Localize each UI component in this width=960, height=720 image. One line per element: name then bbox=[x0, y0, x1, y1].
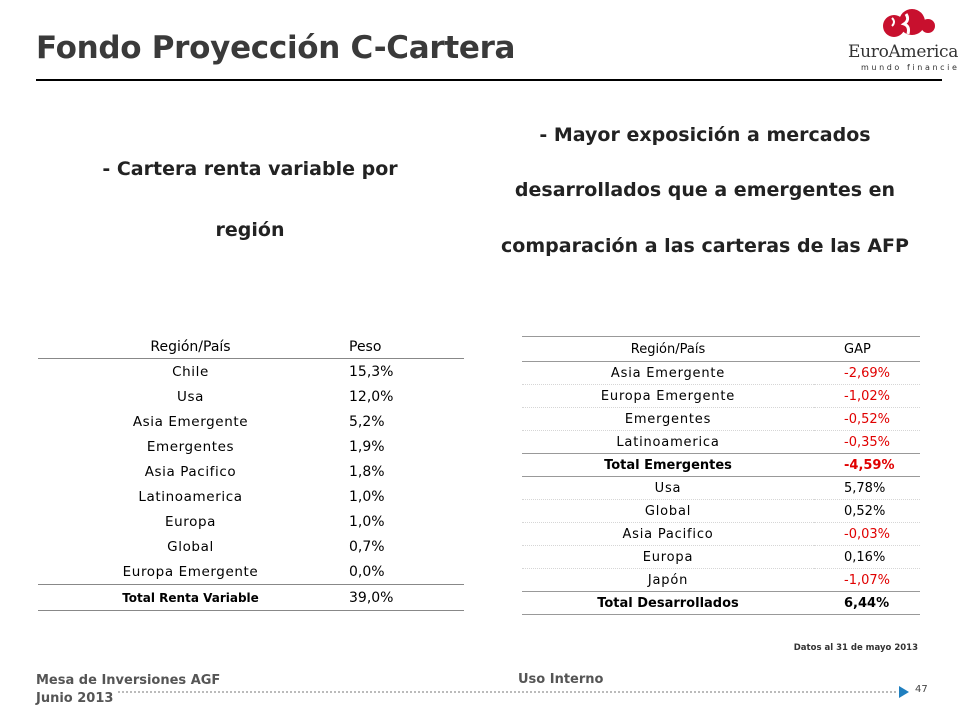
table-header-row: Región/País Peso bbox=[38, 336, 464, 359]
region-cell: Usa bbox=[177, 388, 204, 405]
table-row: Europa Emergente -1,02% bbox=[522, 384, 920, 408]
region-cell: Total Desarrollados bbox=[522, 591, 814, 615]
table-row: Japón -1,07% bbox=[522, 568, 920, 592]
value-cell: 39,0% bbox=[343, 584, 464, 611]
footer-date: Junio 2013 bbox=[36, 690, 114, 706]
value-cell: 6,44% bbox=[814, 591, 920, 615]
value-cell: -0,03% bbox=[814, 522, 920, 546]
total-row: Total Renta Variable 39,0% bbox=[38, 584, 464, 611]
header-region: Región/País bbox=[522, 336, 814, 362]
emerging-total-row: Total Emergentes -4,59% bbox=[522, 453, 920, 477]
footer-classification: Uso Interno bbox=[518, 672, 604, 687]
table-row: Asia Emergente -2,69% bbox=[522, 361, 920, 385]
region-cell: Europa Emergente bbox=[122, 563, 259, 580]
value-cell: -0,35% bbox=[814, 430, 920, 454]
footer-dotted-line bbox=[118, 691, 896, 693]
title-divider bbox=[36, 79, 942, 81]
value-cell: -4,59% bbox=[814, 453, 920, 477]
table-row: Usa 12,0% bbox=[38, 384, 464, 409]
value-cell: -2,69% bbox=[814, 361, 920, 385]
value-cell: 12,0% bbox=[349, 388, 394, 405]
value-cell: 1,0% bbox=[349, 513, 385, 530]
right-heading-line2: desarrollados que a emergentes en bbox=[514, 178, 896, 201]
region-cell: Europa Emergente bbox=[522, 384, 814, 408]
region-cell: Asia Pacifico bbox=[522, 522, 814, 546]
table-row: Latinoamerica -0,35% bbox=[522, 430, 920, 454]
value-cell: 0,7% bbox=[349, 538, 385, 555]
table-row: Chile 15,3% bbox=[38, 359, 464, 385]
region-cell: Asia Pacifico bbox=[144, 463, 237, 480]
left-heading-line2: región bbox=[215, 218, 285, 241]
value-cell: 1,0% bbox=[349, 488, 385, 505]
table-row: Europa Emergente 0,0% bbox=[38, 559, 464, 585]
region-cell: Asia Emergente bbox=[522, 361, 814, 385]
region-cell: Emergentes bbox=[146, 438, 235, 455]
value-cell: -1,07% bbox=[814, 568, 920, 592]
region-cell: Emergentes bbox=[522, 407, 814, 431]
table-header-row: Región/País GAP bbox=[522, 336, 920, 362]
region-cell: Japón bbox=[522, 568, 814, 592]
value-cell: 5,78% bbox=[814, 476, 920, 500]
page-number: 47 bbox=[915, 684, 928, 695]
region-cell: Total Renta Variable bbox=[38, 584, 343, 611]
region-cell: Global bbox=[522, 499, 814, 523]
right-heading: - Mayor exposición a mercados desarrolla… bbox=[470, 124, 940, 257]
value-cell: 1,8% bbox=[349, 463, 385, 480]
header-region: Región/País bbox=[38, 336, 343, 359]
table-row: Asia Emergente 5,2% bbox=[38, 409, 464, 434]
table-row: Asia Pacifico -0,03% bbox=[522, 522, 920, 546]
value-cell: -1,02% bbox=[814, 384, 920, 408]
value-cell: 15,3% bbox=[349, 363, 394, 380]
page-title: Fondo Proyección C-Cartera bbox=[36, 30, 516, 66]
region-cell: Usa bbox=[522, 476, 814, 500]
developed-total-row: Total Desarrollados 6,44% bbox=[522, 591, 920, 615]
region-cell: Global bbox=[167, 538, 214, 555]
logo-name: EuroAmerica bbox=[848, 42, 959, 62]
region-cell: Europa bbox=[522, 545, 814, 569]
footer-left: Mesa de Inversiones AGF Junio 2013 bbox=[36, 672, 220, 707]
left-heading: - Cartera renta variable por región bbox=[60, 158, 440, 242]
value-cell: 0,0% bbox=[349, 563, 385, 580]
gap-table: Región/País GAP Asia Emergente -2,69% Europa… bbox=[522, 336, 920, 615]
header-gap: GAP bbox=[814, 336, 920, 362]
table-row: Europa 1,0% bbox=[38, 509, 464, 534]
globe-logo-icon bbox=[883, 9, 935, 37]
table-row: Europa 0,16% bbox=[522, 545, 920, 569]
footer-department: Mesa de Inversiones AGF bbox=[36, 673, 221, 688]
table-row: Global 0,7% bbox=[38, 534, 464, 559]
region-cell: Chile bbox=[172, 363, 209, 380]
table-row: Asia Pacifico 1,8% bbox=[38, 459, 464, 484]
table-row: Global 0,52% bbox=[522, 499, 920, 523]
table-row: Emergentes 1,9% bbox=[38, 434, 464, 459]
value-cell: 5,2% bbox=[349, 413, 385, 430]
logo-tagline: mundo financiero bbox=[861, 63, 960, 72]
region-cell: Total Emergentes bbox=[522, 453, 814, 477]
table-row: Usa 5,78% bbox=[522, 476, 920, 500]
value-cell: -0,52% bbox=[814, 407, 920, 431]
right-heading-line1: - Mayor exposición a mercados bbox=[539, 124, 871, 146]
region-cell: Latinoamerica bbox=[138, 488, 243, 505]
page-arrow-icon bbox=[899, 686, 909, 698]
left-heading-line1: - Cartera renta variable por bbox=[102, 158, 398, 180]
value-cell: 1,9% bbox=[349, 438, 385, 455]
table-row: Latinoamerica 1,0% bbox=[38, 484, 464, 509]
weights-table: Región/País Peso Chile 15,3% Usa 12,0% Asia Em… bbox=[38, 336, 464, 611]
value-cell: 0,52% bbox=[814, 499, 920, 523]
value-cell: 0,16% bbox=[814, 545, 920, 569]
right-heading-line3: comparación a las carteras de las AFP bbox=[501, 234, 909, 257]
header-weight: Peso bbox=[343, 336, 464, 359]
region-cell: Asia Emergente bbox=[132, 413, 249, 430]
table-row: Emergentes -0,52% bbox=[522, 407, 920, 431]
region-cell: Europa bbox=[164, 513, 217, 530]
region-cell: Latinoamerica bbox=[522, 430, 814, 454]
data-date-note: Datos al 31 de mayo 2013 bbox=[793, 643, 918, 653]
euroamerica-logo: EuroAmerica mundo financiero bbox=[838, 8, 960, 74]
